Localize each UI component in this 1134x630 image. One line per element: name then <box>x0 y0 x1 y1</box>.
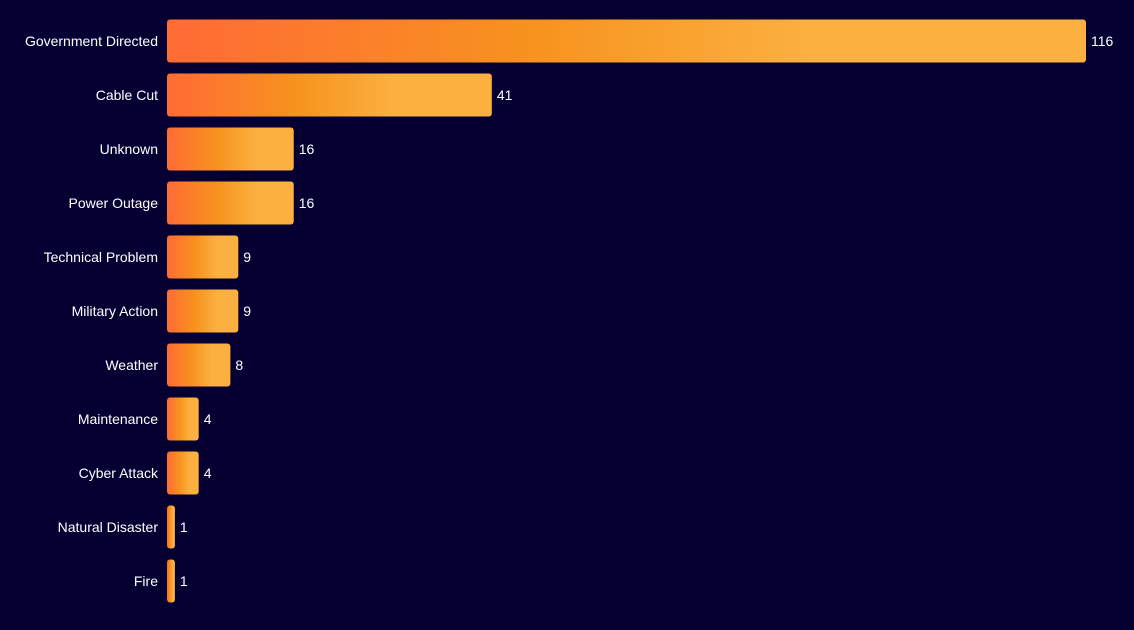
value-label: 1 <box>180 573 188 589</box>
value-label: 1 <box>180 519 188 535</box>
value-label: 9 <box>243 249 251 265</box>
bar-cyber-attack <box>167 451 199 495</box>
category-label: Cyber Attack <box>79 465 159 481</box>
value-label: 4 <box>204 411 212 427</box>
value-label: 16 <box>299 141 315 157</box>
bar-government-directed <box>167 19 1086 63</box>
bar-cable-cut <box>167 73 492 117</box>
value-label: 41 <box>497 87 513 103</box>
category-label: Fire <box>134 573 158 589</box>
category-label: Technical Problem <box>44 249 158 265</box>
category-label: Natural Disaster <box>58 519 159 535</box>
bar-natural-disaster <box>167 505 175 549</box>
value-label: 16 <box>299 195 315 211</box>
category-labels-layer: Government Directed Cable Cut Unknown Power… <box>25 33 159 589</box>
category-label: Military Action <box>72 303 158 319</box>
value-label: 116 <box>1091 33 1114 49</box>
bar-technical-problem <box>167 235 239 279</box>
category-label: Government Directed <box>25 33 158 49</box>
category-label: Maintenance <box>78 411 158 427</box>
value-label: 4 <box>204 465 212 481</box>
bars-layer <box>167 19 1086 603</box>
category-label: Unknown <box>100 141 158 157</box>
category-label: Power Outage <box>69 195 159 211</box>
bar-unknown <box>167 127 294 171</box>
category-label: Cable Cut <box>96 87 158 103</box>
bar-maintenance <box>167 397 199 441</box>
category-label: Weather <box>105 357 158 373</box>
bar-weather <box>167 343 231 387</box>
bar-military-action <box>167 289 239 333</box>
bar-fire <box>167 559 175 603</box>
value-label: 8 <box>235 357 243 373</box>
bar-power-outage <box>167 181 294 225</box>
value-label: 9 <box>243 303 251 319</box>
